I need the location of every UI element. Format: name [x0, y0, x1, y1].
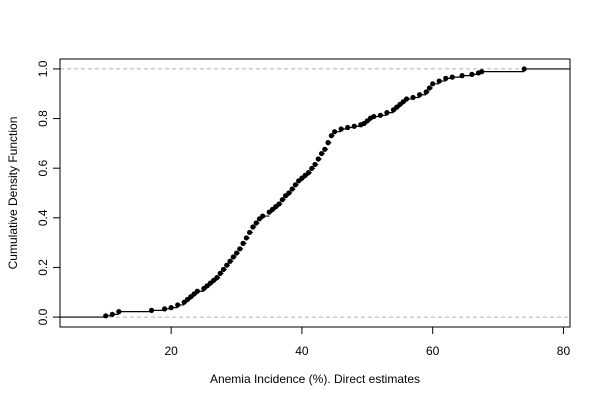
- ecdf-points: [103, 66, 527, 319]
- data-point: [220, 266, 227, 273]
- data-point: [430, 81, 436, 87]
- data-point: [243, 235, 249, 241]
- data-point: [338, 126, 344, 132]
- data-point: [328, 133, 334, 139]
- data-point: [410, 94, 416, 101]
- data-point: [162, 306, 168, 312]
- step-path: [60, 68, 570, 318]
- data-point: [315, 156, 321, 162]
- data-point: [279, 197, 285, 203]
- y-tick-label: 0.6: [36, 160, 50, 177]
- data-point: [276, 201, 282, 207]
- y-tick-label: 0.0: [36, 308, 50, 325]
- data-point: [443, 75, 449, 81]
- data-point: [459, 73, 465, 79]
- data-point: [217, 270, 223, 276]
- data-point: [325, 140, 331, 146]
- reference-lines: [60, 68, 570, 318]
- y-axis: 0.0 0.2 0.4 0.6 0.8 1.0: [36, 60, 61, 325]
- data-point: [345, 124, 351, 131]
- data-point: [436, 78, 442, 84]
- data-point: [332, 129, 338, 135]
- data-point: [286, 190, 292, 196]
- data-point: [168, 305, 174, 311]
- data-point: [305, 170, 312, 176]
- data-point: [230, 254, 236, 260]
- plot-frame: [59, 58, 571, 328]
- data-point: [109, 311, 115, 317]
- data-point: [237, 246, 243, 252]
- data-point: [260, 213, 266, 219]
- data-point: [403, 96, 410, 102]
- x-tick-label: 20: [164, 344, 178, 358]
- x-tick-label: 40: [295, 344, 309, 358]
- x-axis-label: Anemia Incidence (%). Direct estimates: [210, 372, 420, 386]
- data-point: [233, 250, 240, 256]
- x-axis: 20 40 60 80: [164, 326, 571, 358]
- data-point: [224, 262, 230, 268]
- data-point: [351, 123, 357, 129]
- data-point: [377, 112, 383, 118]
- data-point: [417, 92, 423, 98]
- data-point: [449, 74, 455, 80]
- data-point: [384, 110, 390, 116]
- data-point: [479, 69, 485, 75]
- data-point: [322, 146, 328, 152]
- data-point: [148, 307, 155, 313]
- x-tick-label: 60: [426, 344, 440, 358]
- data-point: [240, 240, 246, 246]
- data-point: [289, 186, 295, 192]
- data-point: [309, 165, 315, 172]
- x-tick-label: 80: [557, 344, 571, 358]
- data-point: [292, 182, 298, 188]
- y-tick-label: 0.8: [36, 110, 50, 127]
- data-point: [371, 113, 377, 120]
- data-point: [227, 258, 233, 264]
- data-point: [253, 220, 259, 226]
- data-point: [214, 275, 220, 281]
- data-point: [175, 302, 181, 308]
- data-point: [250, 224, 256, 230]
- data-point: [423, 89, 429, 95]
- data-point: [521, 66, 527, 72]
- y-tick-label: 1.0: [36, 60, 50, 77]
- y-axis-label: Cumulative Density Function: [6, 117, 20, 270]
- y-tick-label: 0.2: [36, 259, 50, 276]
- data-point: [469, 71, 475, 77]
- data-point: [194, 288, 200, 294]
- data-point: [312, 161, 318, 168]
- y-tick-label: 0.4: [36, 209, 50, 226]
- data-point: [318, 150, 325, 157]
- data-point: [103, 313, 109, 319]
- data-point: [247, 229, 253, 236]
- ecdf-step-line: [60, 68, 570, 318]
- data-point: [116, 309, 122, 315]
- data-point: [426, 85, 433, 91]
